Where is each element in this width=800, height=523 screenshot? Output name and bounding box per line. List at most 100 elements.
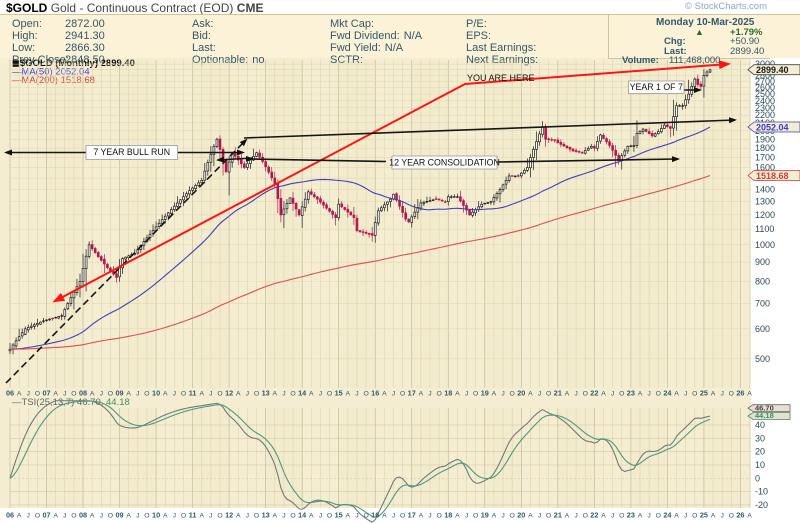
svg-text:21: 21	[554, 389, 562, 398]
svg-text:J: J	[428, 391, 431, 398]
svg-text:J: J	[647, 513, 650, 520]
svg-text:2052.04: 2052.04	[756, 122, 789, 132]
svg-text:A: A	[346, 513, 351, 520]
svg-text:J: J	[538, 513, 541, 520]
svg-text:J: J	[465, 513, 468, 520]
svg-text:700: 700	[755, 298, 770, 308]
svg-text:J: J	[282, 513, 285, 520]
svg-text:07: 07	[42, 511, 50, 520]
svg-text:J: J	[355, 513, 358, 520]
svg-text:J: J	[574, 513, 577, 520]
svg-text:O: O	[510, 391, 515, 398]
svg-text:14: 14	[298, 511, 307, 520]
svg-text:-10: -10	[755, 487, 768, 497]
svg-text:A: A	[455, 513, 460, 520]
svg-text:A: A	[163, 391, 168, 398]
svg-text:25: 25	[700, 389, 708, 398]
svg-text:J: J	[282, 391, 285, 398]
svg-text:A: A	[126, 513, 131, 520]
svg-text:A: A	[747, 391, 752, 398]
svg-text:J: J	[319, 391, 322, 398]
svg-text:J: J	[611, 391, 614, 398]
svg-text:J: J	[501, 391, 504, 398]
svg-text:A: A	[273, 391, 278, 398]
svg-text:O: O	[400, 513, 405, 520]
svg-text:17: 17	[408, 511, 416, 520]
svg-text:A: A	[382, 391, 387, 398]
svg-text:A: A	[601, 513, 606, 520]
svg-text:J: J	[63, 513, 66, 520]
svg-text:O: O	[327, 513, 332, 520]
svg-text:A: A	[674, 391, 679, 398]
svg-text:A: A	[90, 513, 95, 520]
svg-text:O: O	[327, 391, 332, 398]
svg-text:24: 24	[663, 511, 672, 520]
svg-text:15: 15	[335, 511, 343, 520]
svg-text:J: J	[100, 513, 103, 520]
svg-text:7 YEAR BULL RUN: 7 YEAR BULL RUN	[93, 147, 170, 157]
svg-text:15: 15	[335, 389, 343, 398]
svg-text:30: 30	[755, 433, 765, 443]
svg-text:O: O	[729, 513, 734, 520]
svg-text:O: O	[363, 513, 368, 520]
svg-text:600: 600	[755, 324, 770, 334]
svg-text:O: O	[254, 513, 259, 520]
svg-text:0: 0	[755, 473, 760, 483]
svg-text:O: O	[692, 513, 697, 520]
svg-text:O: O	[436, 391, 441, 398]
svg-text:22: 22	[590, 511, 598, 520]
svg-text:1400: 1400	[755, 184, 775, 194]
svg-text:07: 07	[42, 389, 50, 398]
svg-text:20: 20	[517, 511, 525, 520]
svg-text:J: J	[392, 391, 395, 398]
svg-text:40: 40	[755, 420, 765, 430]
svg-text:J: J	[538, 391, 541, 398]
svg-text:J: J	[392, 513, 395, 520]
svg-text:A: A	[236, 513, 241, 520]
svg-text:A: A	[638, 391, 643, 398]
svg-text:J: J	[684, 391, 687, 398]
svg-text:O: O	[181, 391, 186, 398]
svg-text:O: O	[181, 513, 186, 520]
svg-text:A: A	[236, 391, 241, 398]
svg-text:O: O	[473, 513, 478, 520]
svg-text:J: J	[136, 513, 139, 520]
svg-text:A: A	[309, 513, 314, 520]
svg-text:20: 20	[755, 447, 765, 457]
svg-text:O: O	[35, 391, 40, 398]
svg-text:A: A	[17, 391, 22, 398]
svg-text:O: O	[144, 391, 149, 398]
svg-text:J: J	[720, 391, 723, 398]
svg-text:O: O	[35, 513, 40, 520]
svg-text:J: J	[100, 391, 103, 398]
svg-text:J: J	[684, 513, 687, 520]
svg-text:11: 11	[189, 389, 197, 398]
svg-text:O: O	[583, 513, 588, 520]
svg-text:J: J	[209, 513, 212, 520]
svg-text:A: A	[309, 391, 314, 398]
svg-text:26: 26	[736, 511, 744, 520]
svg-text:10: 10	[152, 511, 160, 520]
svg-text:O: O	[254, 391, 259, 398]
svg-text:12 YEAR CONSOLIDATION: 12 YEAR CONSOLIDATION	[389, 158, 500, 168]
svg-text:O: O	[400, 391, 405, 398]
svg-text:900: 900	[755, 257, 770, 267]
svg-text:J: J	[647, 391, 650, 398]
svg-text:22: 22	[590, 389, 598, 398]
svg-text:J: J	[173, 513, 176, 520]
svg-text:J: J	[319, 513, 322, 520]
svg-text:O: O	[108, 391, 113, 398]
svg-text:O: O	[619, 391, 624, 398]
svg-text:O: O	[656, 391, 661, 398]
svg-text:A: A	[17, 513, 22, 520]
svg-text:YEAR 1 OF 7: YEAR 1 OF 7	[630, 82, 683, 92]
svg-text:J: J	[465, 391, 468, 398]
svg-text:A: A	[346, 391, 351, 398]
svg-text:A: A	[419, 513, 424, 520]
svg-text:O: O	[619, 513, 624, 520]
svg-text:1518.68: 1518.68	[756, 171, 789, 181]
svg-text:J: J	[574, 391, 577, 398]
svg-text:A: A	[565, 391, 570, 398]
svg-text:A: A	[163, 513, 168, 520]
svg-text:18: 18	[444, 511, 452, 520]
